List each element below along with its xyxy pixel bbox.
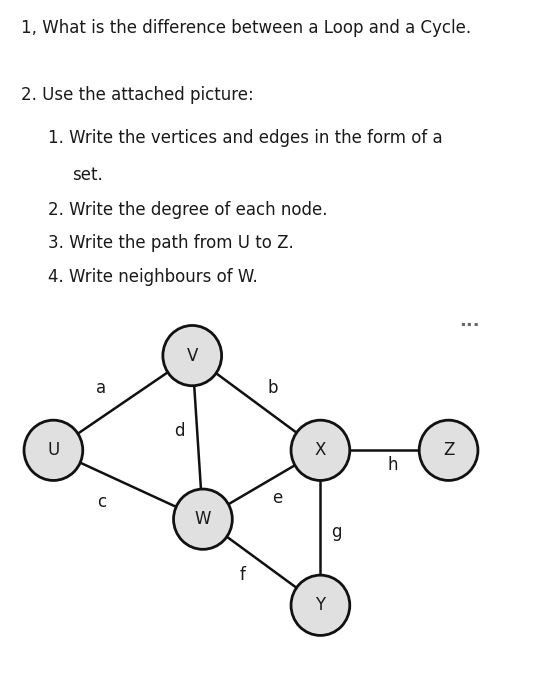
Ellipse shape (24, 420, 83, 480)
Text: Y: Y (316, 596, 325, 615)
Ellipse shape (291, 420, 350, 480)
Text: Z: Z (443, 441, 454, 459)
Text: c: c (97, 493, 106, 511)
Text: set.: set. (72, 166, 103, 183)
Text: 1. Write the vertices and edges in the form of a: 1. Write the vertices and edges in the f… (48, 130, 443, 148)
Text: W: W (195, 510, 211, 528)
Text: h: h (387, 456, 398, 475)
Text: 2. Use the attached picture:: 2. Use the attached picture: (21, 86, 254, 104)
Ellipse shape (174, 489, 232, 550)
Text: b: b (267, 379, 278, 397)
Ellipse shape (291, 575, 350, 636)
Text: e: e (272, 489, 283, 507)
Text: 2. Write the degree of each node.: 2. Write the degree of each node. (48, 201, 327, 219)
Text: U: U (48, 441, 59, 459)
Text: a: a (97, 379, 106, 397)
Text: f: f (240, 566, 246, 584)
Text: 4. Write neighbours of W.: 4. Write neighbours of W. (48, 268, 258, 286)
Ellipse shape (419, 420, 478, 480)
Ellipse shape (163, 326, 222, 386)
Text: X: X (315, 441, 326, 459)
Text: 1, What is the difference between a Loop and a Cycle.: 1, What is the difference between a Loop… (21, 19, 472, 37)
Text: d: d (174, 422, 184, 440)
Text: V: V (186, 346, 198, 365)
Text: g: g (331, 523, 342, 541)
Text: ...: ... (460, 312, 480, 330)
Text: 3. Write the path from U to Z.: 3. Write the path from U to Z. (48, 234, 294, 253)
